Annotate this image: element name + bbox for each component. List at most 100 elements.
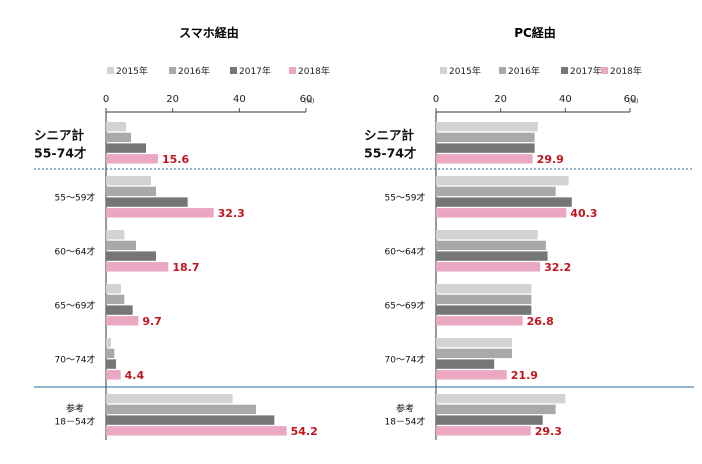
category-label: 55～59才	[55, 191, 96, 203]
x-tick-label: 40	[233, 94, 246, 105]
bar-2016年-4	[106, 348, 115, 359]
category-label: 60～64才	[55, 245, 96, 257]
bar-2017年-1	[436, 197, 572, 207]
bar-2016年-2	[106, 240, 136, 251]
data-label-2018: 29.9	[537, 153, 564, 166]
bar-2018年-5	[106, 426, 287, 436]
data-label-2018: 9.7	[142, 315, 162, 328]
bar-2018年-1	[106, 208, 214, 218]
legend-swatch-2017年	[561, 67, 568, 74]
bar-2016年-1	[106, 186, 156, 197]
category-label: 65～69才	[385, 299, 426, 311]
bar-2017年-0	[436, 143, 535, 153]
bar-2015年-4	[106, 338, 111, 348]
bar-2016年-4	[436, 348, 512, 359]
x-tick-label: 60	[300, 94, 313, 105]
bar-2015年-5	[106, 394, 233, 404]
data-label-2018: 40.3	[570, 207, 597, 220]
bar-2015年-1	[106, 176, 151, 186]
legend-swatch-2018年	[289, 67, 296, 74]
legend-swatch-2018年	[601, 67, 608, 74]
axis-unit: (%)	[304, 98, 314, 105]
data-label-2018: 54.2	[291, 425, 318, 438]
legend-label: 2016年	[508, 65, 540, 77]
bar-2015年-5	[436, 394, 566, 404]
bar-2017年-2	[106, 251, 156, 261]
bar-2018年-0	[436, 154, 533, 164]
category-label: 65～69才	[55, 299, 96, 311]
chart-title: スマホ経由	[179, 25, 239, 40]
data-label-2018: 32.3	[218, 207, 245, 220]
legend-label: 2015年	[116, 65, 148, 77]
category-label: 70～74才	[55, 353, 96, 365]
bar-2018年-2	[436, 262, 541, 272]
bar-2017年-4	[436, 359, 495, 369]
bar-2015年-2	[106, 230, 125, 240]
bar-2018年-4	[106, 370, 121, 380]
legend-label: 2015年	[449, 65, 481, 77]
bar-2018年-1	[436, 208, 567, 218]
legend-label: 2017年	[570, 65, 602, 77]
legend-swatch-2015年	[107, 67, 114, 74]
chart-title: PC経由	[514, 25, 556, 40]
bar-2016年-5	[106, 404, 256, 415]
bar-2018年-4	[436, 370, 507, 380]
data-label-2018: 18.7	[172, 261, 199, 274]
x-tick-label: 0	[103, 94, 109, 105]
legend-swatch-2017年	[230, 67, 237, 74]
bar-2016年-0	[436, 132, 535, 143]
category-label: 18－54才	[55, 415, 96, 427]
bar-2015年-0	[436, 122, 538, 132]
bar-2018年-2	[106, 262, 169, 272]
legend-label: 2017年	[239, 65, 271, 77]
bar-2015年-3	[436, 284, 532, 294]
bar-2017年-5	[106, 415, 275, 425]
bar-2017年-4	[106, 359, 116, 369]
bar-2016年-5	[436, 404, 556, 415]
bar-2018年-3	[106, 316, 139, 326]
legend-swatch-2016年	[169, 67, 176, 74]
category-label: シニア計	[34, 127, 85, 142]
bar-2016年-3	[106, 294, 125, 305]
bar-2017年-1	[106, 197, 188, 207]
bar-2017年-0	[106, 143, 146, 153]
bar-2016年-3	[436, 294, 532, 305]
bar-2015年-4	[436, 338, 512, 348]
x-tick-label: 20	[166, 94, 179, 105]
data-label-2018: 21.9	[511, 369, 538, 382]
category-label: 55～59才	[385, 191, 426, 203]
bar-2016年-2	[436, 240, 546, 251]
category-label: 60～64才	[385, 245, 426, 257]
bar-2015年-1	[436, 176, 569, 186]
category-label: 55-74才	[34, 145, 86, 160]
category-label: 70～74才	[385, 353, 426, 365]
data-label-2018: 29.3	[535, 425, 562, 438]
bar-2017年-2	[436, 251, 548, 261]
bar-2017年-3	[436, 305, 532, 315]
x-tick-label: 20	[494, 94, 507, 105]
data-label-2018: 26.8	[527, 315, 554, 328]
category-label: 参考	[396, 402, 414, 414]
legend-swatch-2016年	[499, 67, 506, 74]
legend-label: 2018年	[610, 65, 642, 77]
category-label: 18－54才	[385, 415, 426, 427]
data-label-2018: 32.2	[544, 261, 571, 274]
data-label-2018: 15.6	[162, 153, 189, 166]
axis-unit: (%)	[628, 98, 638, 105]
bar-2015年-0	[106, 122, 126, 132]
category-label: 55-74才	[364, 145, 416, 160]
x-tick-label: 0	[433, 94, 439, 105]
bar-2018年-0	[106, 154, 158, 164]
legend-label: 2018年	[298, 65, 330, 77]
category-label: 参考	[66, 402, 84, 414]
bar-2015年-3	[106, 284, 121, 294]
bar-2016年-0	[106, 132, 131, 143]
chart-panel-pc: PC経由 2015年 2016年 2017年 2018年 0 20 40 60(%) 29.9 シニ…	[364, 25, 642, 440]
data-label-2018: 4.4	[125, 369, 145, 382]
category-label: シニア計	[364, 127, 415, 142]
bar-2018年-3	[436, 316, 523, 326]
bar-2018年-5	[436, 426, 531, 436]
x-tick-label: 60	[624, 94, 637, 105]
bar-2015年-2	[436, 230, 538, 240]
